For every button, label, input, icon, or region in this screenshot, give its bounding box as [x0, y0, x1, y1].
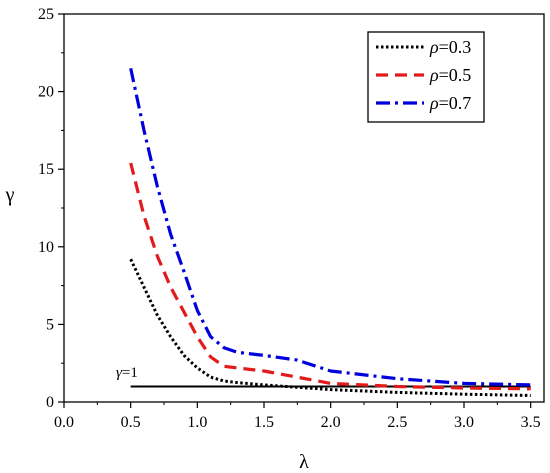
y-tick-label: 20 [38, 84, 54, 101]
axis-ticks: 0.0 0.5 1.0 1.5 2.0 2.5 3.0 3.5 0 5 10 15 20 25 [38, 6, 541, 431]
y-tick-label: 10 [38, 239, 54, 256]
y-tick-label: 15 [38, 161, 54, 178]
legend-label-rho-0-5: ρ=0.5 [429, 65, 471, 85]
series-line-0-3 [129, 258, 531, 397]
x-axis-title: λ [299, 451, 309, 473]
svg-text:γ=1: γ=1 [116, 365, 138, 381]
series-layer [129, 67, 531, 397]
x-tick-label: 1.5 [254, 414, 274, 431]
x-tick-label: 2.5 [387, 414, 407, 431]
x-tick-label: 2.0 [321, 414, 341, 431]
y-tick-label: 5 [46, 316, 54, 333]
legend-label-rho-0-3: ρ=0.3 [429, 37, 471, 57]
legend: ρ=0.3 ρ=0.5 ρ=0.7 [367, 31, 485, 123]
x-tick-label: 3.0 [454, 414, 474, 431]
reference-label-value: =1 [122, 365, 138, 381]
legend-label-rho-0-7: ρ=0.7 [429, 93, 471, 113]
x-tick-label: 3.5 [521, 414, 541, 431]
y-tick-label: 0 [46, 394, 54, 411]
x-tick-label: 0.5 [121, 414, 141, 431]
y-tick-label: 25 [38, 6, 54, 23]
x-tick-label: 0.0 [54, 414, 74, 431]
y-axis-title: γ [5, 184, 15, 206]
x-tick-label: 1.0 [187, 414, 207, 431]
reference-annotation: γ=1 [116, 365, 138, 381]
series-line-0-7 [129, 67, 531, 387]
reference-label-symbol: γ [116, 365, 123, 381]
series-line-0-5 [129, 162, 531, 391]
